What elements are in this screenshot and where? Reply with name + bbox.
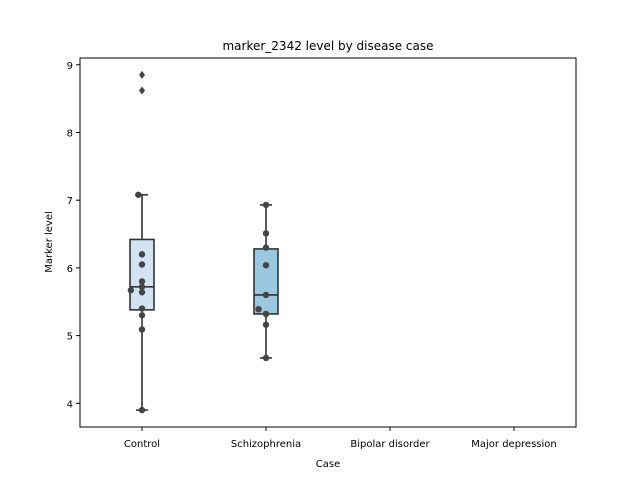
data-point	[138, 289, 146, 296]
x-axis-label: Case	[316, 459, 340, 470]
plot-area: 4 5 6 7 8 9 Control Schizophrenia Bipolar disord…	[67, 57, 577, 450]
y-tick-label: 9	[67, 61, 73, 72]
outlier-marker	[139, 86, 145, 95]
data-point	[262, 230, 270, 237]
x-tick-label: Bipolar disorder	[350, 439, 430, 450]
data-point	[262, 291, 270, 299]
data-point	[138, 251, 146, 258]
x-tick-label: Control	[124, 439, 160, 450]
y-tick-label: 8	[67, 128, 73, 139]
data-point	[262, 321, 270, 328]
outlier-marker	[139, 70, 145, 79]
y-tick-label: 7	[67, 196, 73, 207]
data-point	[135, 191, 142, 198]
data-point	[138, 261, 146, 268]
data-point	[138, 312, 146, 319]
box-schizophrenia	[253, 204, 279, 359]
chart-title: marker_2342 level by disease case	[222, 39, 433, 53]
box-iqr	[129, 238, 155, 311]
data-point	[262, 261, 270, 269]
x-tick-label: Major depression	[471, 439, 557, 450]
data-point	[138, 406, 146, 414]
y-tick-label: 5	[67, 332, 73, 343]
data-point	[138, 278, 146, 285]
y-tick-label: 4	[67, 399, 73, 410]
data-point	[255, 305, 262, 313]
data-point	[138, 326, 146, 333]
data-point	[262, 244, 270, 251]
plot-frame	[79, 57, 577, 428]
data-point	[262, 354, 270, 362]
x-tick-label: Schizophrenia	[231, 439, 301, 450]
data-point	[138, 305, 146, 312]
data-point	[262, 201, 270, 209]
y-tick-label: 6	[67, 264, 73, 275]
data-point	[262, 310, 270, 318]
data-point	[127, 287, 135, 294]
y-axis-label: Marker level	[44, 211, 55, 273]
box-iqr	[253, 248, 279, 315]
data-point	[138, 283, 146, 291]
box-control	[129, 70, 155, 411]
